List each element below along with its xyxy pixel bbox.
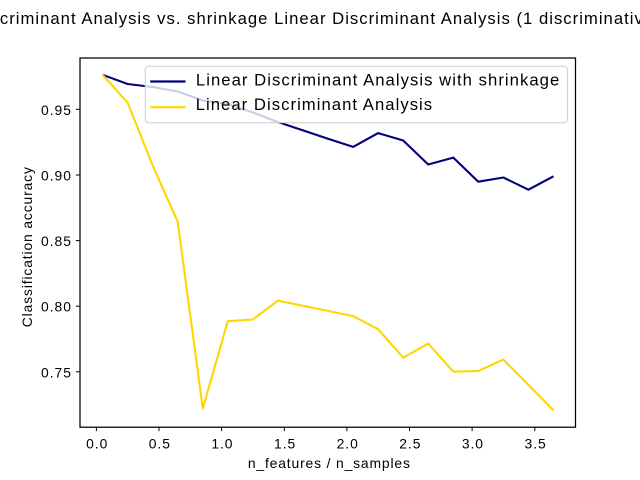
svg-text:3.5: 3.5 [525,436,547,452]
svg-text:Linear Discriminant Analysis w: Linear Discriminant Analysis with shrink… [196,71,560,90]
svg-text:n_features / n_samples: n_features / n_samples [248,455,411,471]
svg-text:0.5: 0.5 [149,436,171,452]
svg-text:2.0: 2.0 [337,436,359,452]
svg-text:3.0: 3.0 [462,436,484,452]
svg-text:Linear Discriminant Analysis v: Linear Discriminant Analysis vs. shrinka… [0,9,640,28]
svg-text:0.90: 0.90 [41,168,72,184]
svg-text:1.5: 1.5 [274,436,296,452]
svg-text:Classification accuracy: Classification accuracy [19,166,35,327]
svg-text:0.0: 0.0 [86,436,108,452]
svg-text:Linear Discriminant Analysis: Linear Discriminant Analysis [196,95,434,114]
svg-text:1.0: 1.0 [211,436,233,452]
svg-text:0.85: 0.85 [41,233,72,249]
svg-text:0.80: 0.80 [41,299,72,315]
svg-text:0.75: 0.75 [41,364,72,380]
svg-text:2.5: 2.5 [399,436,421,452]
svg-text:0.95: 0.95 [41,102,72,118]
